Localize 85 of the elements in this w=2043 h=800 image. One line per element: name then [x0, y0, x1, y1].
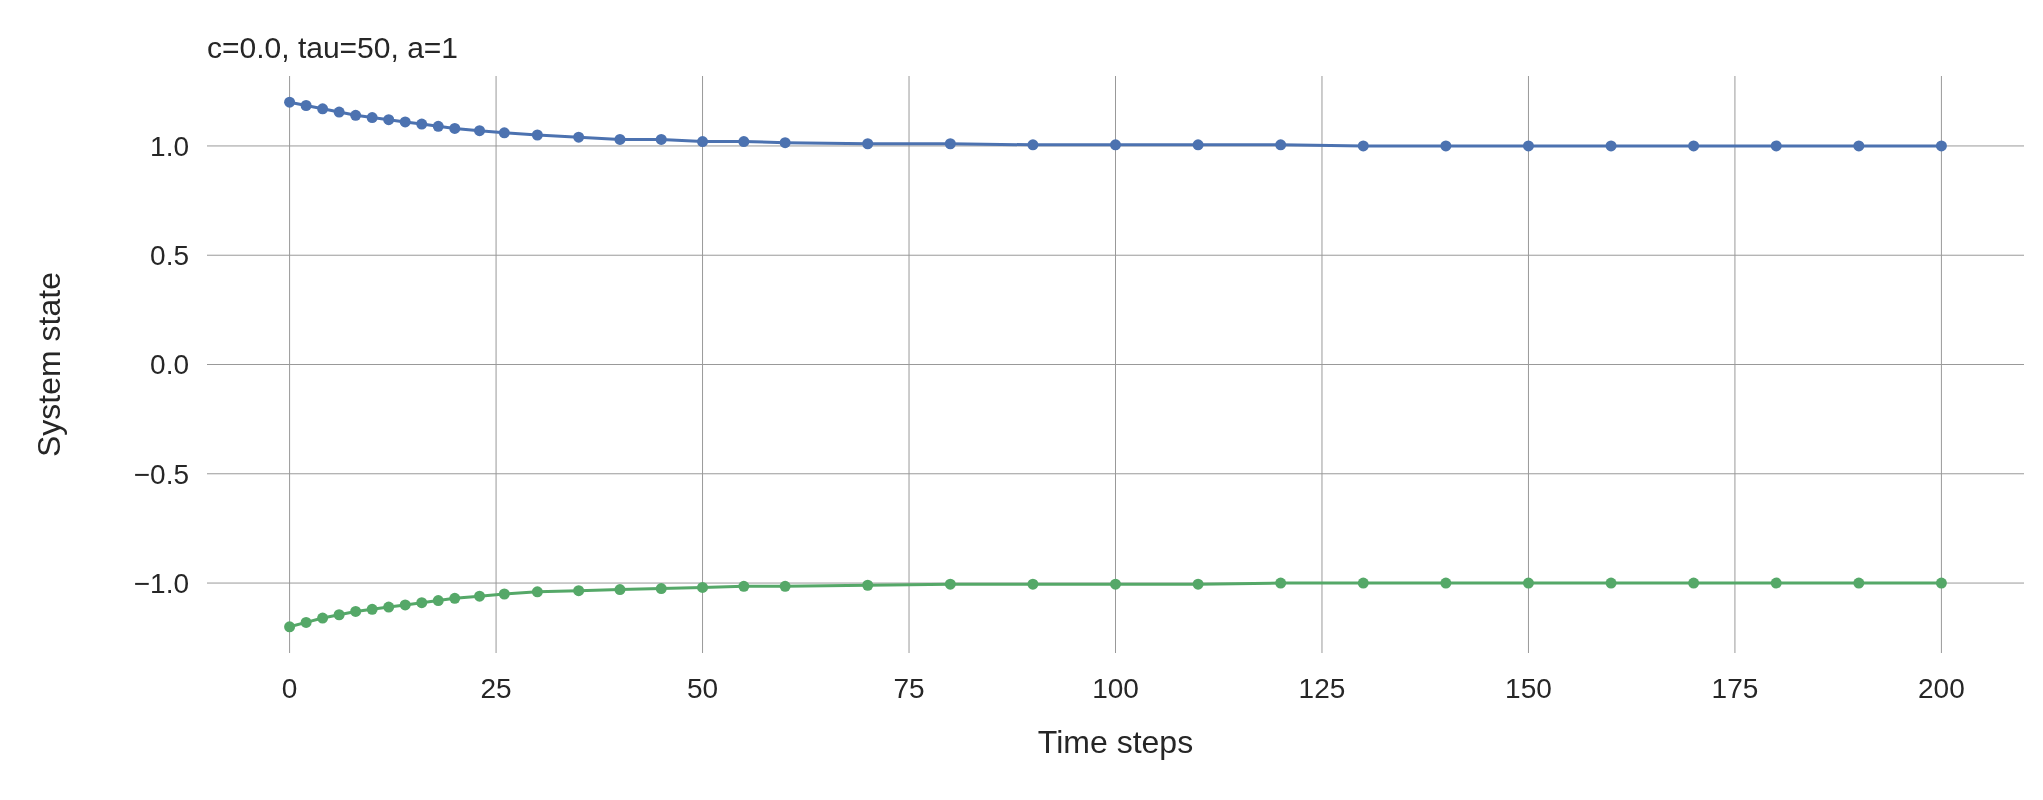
- x-tick-label: 150: [1505, 673, 1552, 704]
- point: [1440, 577, 1452, 589]
- point: [738, 136, 750, 148]
- point: [614, 584, 626, 596]
- point: [350, 109, 362, 121]
- point: [317, 103, 329, 115]
- point: [573, 131, 585, 143]
- point: [1027, 139, 1039, 151]
- point: [366, 112, 378, 124]
- point: [614, 133, 626, 145]
- y-axis-title: System state: [31, 272, 67, 457]
- point: [779, 580, 791, 592]
- point: [1275, 139, 1287, 151]
- point: [300, 616, 312, 628]
- point: [284, 621, 296, 633]
- point: [333, 106, 345, 118]
- point: [333, 609, 345, 621]
- x-axis-title: Time steps: [1037, 724, 1194, 760]
- point: [1522, 140, 1534, 152]
- x-tick-label: 100: [1092, 673, 1139, 704]
- point: [449, 122, 461, 134]
- point: [1440, 140, 1452, 152]
- point: [1110, 578, 1121, 590]
- x-tick-label: 0: [281, 673, 298, 704]
- point: [779, 137, 791, 149]
- point: [697, 136, 709, 148]
- y-tick-label: 0.5: [150, 240, 189, 272]
- point: [531, 586, 543, 598]
- point: [498, 127, 510, 139]
- point: [655, 583, 667, 595]
- point: [416, 597, 428, 609]
- x-tick-label: 125: [1298, 673, 1346, 704]
- point: [399, 599, 411, 611]
- point: [655, 133, 667, 145]
- x-tick-label: 25: [480, 673, 512, 704]
- x-tick-label: 50: [686, 673, 719, 704]
- point: [300, 100, 312, 112]
- point: [1853, 140, 1865, 152]
- y-tick-label: 0.0: [150, 349, 189, 381]
- point: [474, 125, 486, 137]
- chart-title: c=0.0, tau=50, a=1: [207, 31, 459, 64]
- point: [1027, 578, 1039, 590]
- point: [1935, 577, 1947, 589]
- point: [432, 120, 444, 132]
- point: [573, 585, 585, 597]
- point: [1275, 577, 1287, 589]
- point: [284, 96, 296, 108]
- point: [449, 592, 461, 604]
- point: [498, 588, 510, 600]
- point: [432, 595, 444, 607]
- point: [1192, 578, 1204, 590]
- point: [474, 590, 486, 602]
- point: [399, 116, 411, 128]
- point: [1770, 140, 1782, 152]
- point: [366, 603, 378, 615]
- point: [862, 138, 874, 150]
- point: [1935, 140, 1947, 152]
- point: [1688, 140, 1700, 152]
- y-tick-label: −1.0: [133, 567, 189, 599]
- y-tick-label: −0.5: [133, 458, 189, 490]
- point: [317, 612, 329, 624]
- x-tick-label: 75: [893, 673, 925, 704]
- point: [944, 138, 956, 150]
- point: [1853, 577, 1865, 589]
- point: [383, 114, 395, 126]
- point: [1110, 139, 1121, 151]
- point: [350, 605, 362, 617]
- x-tick-label: 200: [1918, 673, 1965, 704]
- point: [1192, 139, 1204, 151]
- point: [1688, 577, 1700, 589]
- point: [531, 129, 543, 141]
- point: [416, 118, 428, 130]
- point: [1357, 140, 1369, 152]
- point: [862, 579, 874, 591]
- point: [383, 601, 395, 613]
- point: [1357, 577, 1369, 589]
- point: [1522, 577, 1534, 589]
- point: [1605, 140, 1617, 152]
- point: [1770, 577, 1782, 589]
- point: [1605, 577, 1617, 589]
- point: [738, 580, 750, 592]
- x-tick-label: 175: [1711, 673, 1759, 704]
- y-tick-label: 1.0: [150, 130, 189, 162]
- point: [944, 578, 956, 590]
- point: [697, 581, 709, 593]
